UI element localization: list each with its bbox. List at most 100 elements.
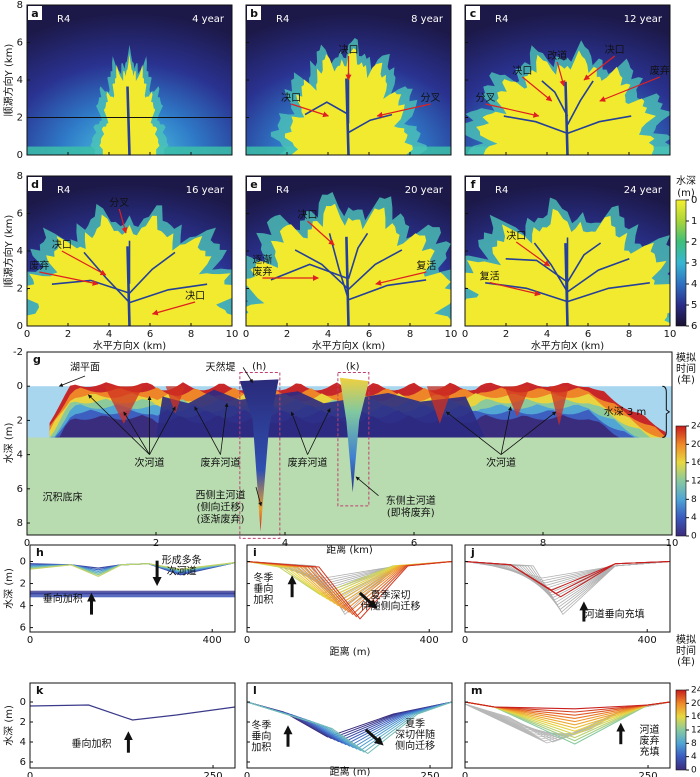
- annotation: 东侧主河道: [386, 494, 436, 507]
- colorbar-tick-label: 20: [691, 440, 700, 450]
- annotation: (逐渐废弃): [197, 513, 245, 526]
- annotation: 湖平面: [70, 361, 100, 373]
- colorbar-title: 模拟: [676, 351, 696, 364]
- x-tick-label: 10: [664, 329, 677, 340]
- x-axis-title: 距离 (m): [330, 645, 371, 658]
- profile-line: [464, 561, 671, 613]
- panel-letter: l: [253, 684, 257, 697]
- note-arrow: [307, 408, 331, 455]
- panel-letter: m: [471, 684, 482, 697]
- x-tick-label: 0: [27, 771, 33, 777]
- panel-letter: k: [36, 684, 44, 697]
- frame: [29, 682, 236, 769]
- annotation: 废弃河道: [201, 456, 241, 469]
- note-arrow: [118, 208, 128, 234]
- zoom-box-k: [337, 372, 370, 507]
- delta-plain: [99, 54, 160, 155]
- secondary-channel: [549, 386, 569, 426]
- annotation: 加积: [251, 742, 271, 754]
- y-axis-title: 顺源方向Y (km): [2, 44, 15, 117]
- colorbar-tick-label: 4: [691, 752, 697, 762]
- x-tick-label: 0: [462, 329, 468, 340]
- note-arrow: [489, 281, 541, 297]
- letter-box: [466, 177, 480, 191]
- y-axis-title: 水深 (m): [3, 705, 15, 746]
- annotation: 西侧主河道: [196, 489, 246, 502]
- panel-letter: j: [470, 546, 475, 559]
- note-arrow: [39, 271, 99, 286]
- letter-box: [247, 6, 261, 20]
- time-label: 20 year: [405, 185, 444, 196]
- colorbar-tick-label: 24: [691, 422, 700, 432]
- profile-line: [246, 701, 453, 755]
- annotation: 垂向加积: [43, 592, 83, 605]
- note-arrow: [307, 220, 335, 246]
- profile-line: [246, 561, 453, 620]
- x-tick-label: 0: [244, 771, 250, 777]
- colorbar-title: 水深: [676, 175, 696, 187]
- colorbar-tick-label: 3: [691, 258, 697, 269]
- colorbar-tick-label: 8: [691, 739, 697, 749]
- profile-line: [464, 561, 671, 601]
- note-arrow: [500, 406, 512, 455]
- colorbar-title: 模拟: [676, 633, 696, 646]
- frame: [246, 544, 453, 633]
- y-tick-label: 2: [20, 579, 26, 590]
- profile-line: [246, 561, 453, 613]
- annotation: 改道: [547, 49, 567, 62]
- channel: [345, 78, 350, 155]
- note-arrow: [123, 411, 150, 455]
- annotation: 决口: [185, 290, 205, 302]
- channel: [345, 236, 350, 326]
- note-arrow: [151, 301, 196, 316]
- x-tick-label: 2: [284, 329, 290, 340]
- note-arrow: [485, 103, 540, 118]
- depth-brace: [662, 385, 671, 439]
- annotation: 充填: [640, 745, 660, 758]
- y-tick-label: 0: [17, 321, 23, 332]
- colorbar: [675, 425, 687, 537]
- annotation: 次河道: [486, 456, 516, 469]
- frame: [464, 682, 671, 769]
- x-tick-label: 4: [282, 538, 288, 549]
- note-arrow: [58, 375, 86, 387]
- colorbar-tick-label: 24: [691, 686, 700, 696]
- x-tick-label: 8: [407, 329, 413, 340]
- channel: [51, 279, 130, 294]
- note-arrow: [290, 411, 308, 455]
- channel: [128, 251, 176, 294]
- annotation: 复活: [480, 270, 500, 283]
- channel: [347, 232, 369, 280]
- colorbar-tick-label: 16: [691, 458, 700, 468]
- annotation: (侧向迁移): [197, 501, 245, 514]
- x-tick-label: 4: [544, 329, 550, 340]
- secondary-channel: [165, 386, 185, 414]
- y-tick-label: 6: [20, 757, 26, 768]
- y-tick-label: 6: [17, 209, 23, 220]
- x-tick-label: 0: [24, 538, 30, 549]
- time-label: 24 year: [624, 185, 663, 196]
- x-tick-label: 2: [503, 329, 509, 340]
- y-tick-label: 2: [17, 415, 23, 426]
- colorbar-title: (年): [677, 373, 695, 386]
- colorbar-tick-label: 0: [691, 766, 697, 776]
- annotation: 逐渐: [252, 253, 272, 266]
- profile-line: [246, 561, 453, 618]
- x-tick-label: 10: [666, 538, 679, 549]
- west-main-channel: [239, 379, 279, 532]
- annotation: (h): [252, 362, 266, 373]
- run-label: R4: [276, 14, 289, 25]
- profile-line: [246, 561, 453, 603]
- x-tick-label: 0: [244, 635, 250, 646]
- x-tick-label: 4: [325, 329, 331, 340]
- annotation: 次河道: [135, 456, 165, 469]
- colorbar-tick-label: 4: [691, 279, 697, 290]
- y-tick-label: 4: [17, 75, 23, 86]
- annotation: 冬季: [253, 571, 273, 584]
- map-field: [465, 5, 670, 155]
- x-tick-label: 250: [638, 771, 657, 777]
